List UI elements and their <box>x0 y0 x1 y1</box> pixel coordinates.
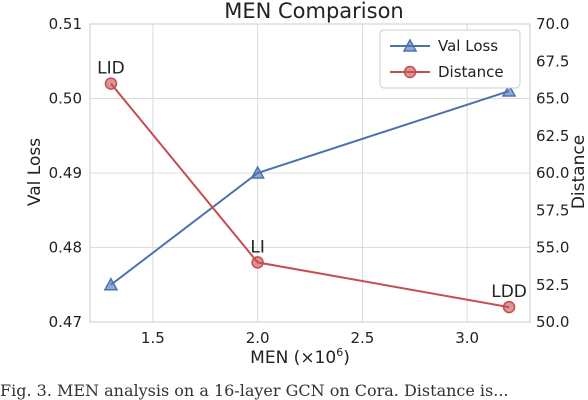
legend-label-distance: Distance <box>438 63 504 81</box>
figure-caption: Fig. 3. MEN analysis on a 16-layer GCN o… <box>0 381 509 400</box>
annotation-label: LID <box>97 59 125 79</box>
annotation-label: LI <box>250 237 265 257</box>
plot-frame <box>89 23 531 323</box>
legend-marker-triangle <box>402 38 418 52</box>
annotations: LID LI LDD <box>97 59 527 303</box>
y-axis-label: Val Loss <box>25 138 45 206</box>
x-tick-label: 2.5 <box>350 329 374 347</box>
y2-tick-label: 62.5 <box>536 127 569 145</box>
y2-axis-label: Distance <box>569 135 588 209</box>
series-layer <box>103 77 517 314</box>
y2-tick-label: 70.0 <box>536 15 569 33</box>
chart-title: MEN Comparison <box>224 0 404 23</box>
y-tick-label: 0.50 <box>49 90 82 108</box>
val-loss-point <box>250 165 265 179</box>
legend-marker-circle <box>403 65 417 79</box>
annotation-label: LDD <box>491 282 527 302</box>
distance-point <box>104 77 118 90</box>
y-tick-label: 0.51 <box>49 15 82 33</box>
series-line-distance <box>110 82 510 309</box>
x-axis-label: MEN (×106) <box>250 346 350 368</box>
x-tick-label: 2.0 <box>246 329 270 347</box>
x-tick-label: 1.5 <box>141 329 165 347</box>
tick-labels: 1.5 2.0 2.5 3.0 0.47 0.48 0.49 0.50 0.51 50.0 52.5… <box>49 15 570 347</box>
y-tick-label: 0.47 <box>49 313 82 331</box>
legend: Val Loss Distance <box>379 29 521 89</box>
distance-point <box>251 256 264 269</box>
y2-tick-label: 52.5 <box>536 276 569 294</box>
y2-tick-label: 60.0 <box>536 164 569 182</box>
y-tick-label: 0.49 <box>49 164 82 182</box>
series-line-val-loss <box>110 90 510 286</box>
y2-tick-label: 65.0 <box>536 90 569 108</box>
y-tick-label: 0.48 <box>49 239 82 257</box>
y2-tick-label: 57.5 <box>536 201 569 219</box>
val-loss-point <box>501 83 517 97</box>
y2-tick-label: 55.0 <box>536 239 569 257</box>
distance-point <box>502 300 516 314</box>
val-loss-point <box>103 277 119 291</box>
x-tick-label: 3.0 <box>455 329 479 347</box>
legend-label-val-loss: Val Loss <box>438 37 498 55</box>
y2-tick-label: 50.0 <box>536 313 569 331</box>
y2-tick-label: 67.5 <box>536 52 569 70</box>
